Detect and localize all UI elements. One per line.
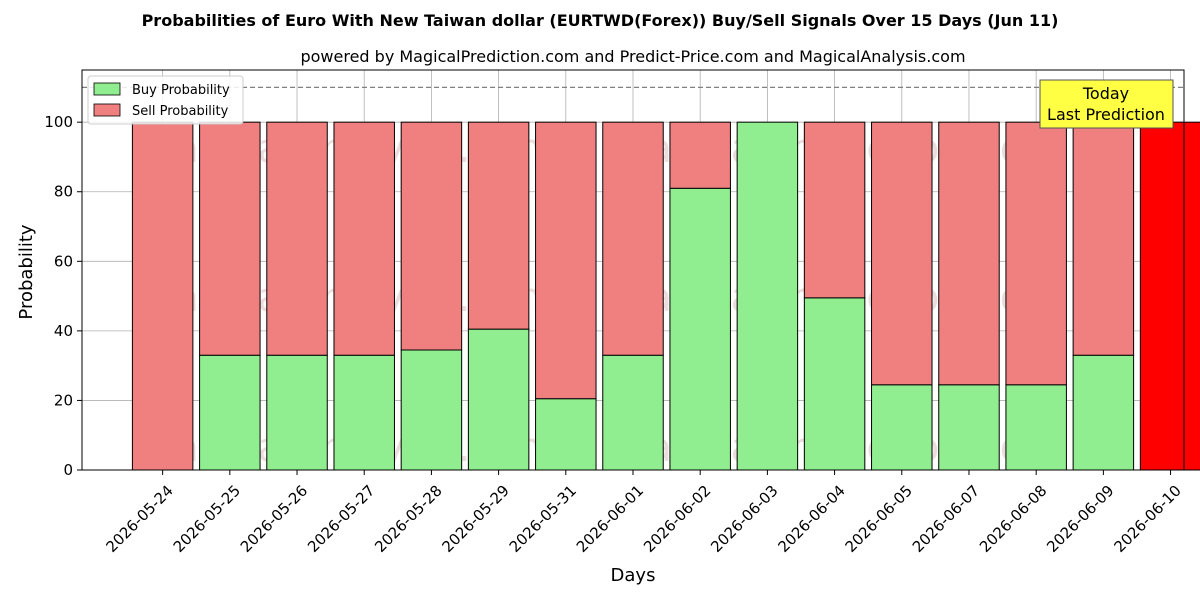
legend: Buy Probability Sell Probability xyxy=(87,75,244,125)
bar-buy xyxy=(1005,384,1067,471)
x-tick-label: 2026-06-09 xyxy=(1043,482,1117,556)
bar-sell xyxy=(467,121,530,330)
legend-box xyxy=(87,75,244,125)
x-tick-label: 2026-06-02 xyxy=(640,482,714,556)
bar-sell-highlight xyxy=(1139,121,1200,471)
y-tick-label: 20 xyxy=(54,391,73,409)
legend-label-buy: Buy Probability xyxy=(132,83,230,98)
x-tick-label: 2026-06-05 xyxy=(842,482,916,556)
bar-buy xyxy=(535,398,597,471)
bar-sell xyxy=(1005,121,1067,386)
y-axis-ticks: 0 20 40 60 80 100 xyxy=(44,113,82,479)
bar-sell xyxy=(131,121,194,471)
x-tick-label: 2026-06-10 xyxy=(1110,482,1184,556)
x-tick-label: 2026-05-27 xyxy=(304,482,378,556)
bar-buy xyxy=(736,121,799,471)
bar-buy xyxy=(1072,354,1135,471)
bar-buy xyxy=(871,384,933,471)
bar-sell xyxy=(938,121,1000,386)
chart-subtitle: powered by MagicalPrediction.com and Pre… xyxy=(300,47,965,66)
legend-swatch-buy xyxy=(93,82,121,96)
bar-sell xyxy=(803,121,866,299)
legend-swatch-sell xyxy=(93,103,121,117)
bar-sell xyxy=(266,121,328,356)
y-tick-label: 0 xyxy=(63,461,73,479)
bar-sell xyxy=(535,121,597,400)
y-tick-label: 40 xyxy=(54,322,73,340)
x-tick-label: 2026-06-01 xyxy=(573,482,647,556)
today-annotation: Today Last Prediction xyxy=(1039,79,1174,129)
x-tick-label: 2026-05-26 xyxy=(237,482,311,556)
bar-sell xyxy=(333,121,395,356)
today-annotation-line1: Today xyxy=(1082,84,1129,103)
x-tick-label: 2026-06-03 xyxy=(707,482,781,556)
x-axis-ticks: 2026-05-242026-05-252026-05-262026-05-27… xyxy=(103,470,1185,556)
x-tick-label: 2026-05-24 xyxy=(103,482,177,556)
bar-buy xyxy=(266,354,328,471)
x-tick-label: 2026-06-08 xyxy=(976,482,1050,556)
today-annotation-box xyxy=(1039,79,1174,129)
bar-buy xyxy=(669,187,731,471)
bar-sell xyxy=(1072,121,1135,356)
bar-buy xyxy=(199,354,261,471)
y-tick-label: 60 xyxy=(54,252,73,270)
bar-sell xyxy=(400,121,463,351)
legend-label-sell: Sell Probability xyxy=(132,104,229,119)
x-axis-label: Days xyxy=(611,565,656,586)
bar-buy xyxy=(467,328,530,471)
today-annotation-line2: Last Prediction xyxy=(1047,105,1165,124)
x-tick-label: 2026-06-04 xyxy=(774,482,848,556)
y-tick-label: 100 xyxy=(44,113,73,131)
bars xyxy=(131,121,1200,471)
x-tick-label: 2026-05-31 xyxy=(506,482,580,556)
x-tick-label: 2026-06-07 xyxy=(909,482,983,556)
bar-buy xyxy=(400,349,463,471)
y-tick-label: 80 xyxy=(54,183,73,201)
x-tick-label: 2026-05-25 xyxy=(170,482,244,556)
bar-sell xyxy=(871,121,933,386)
bar-sell xyxy=(199,121,261,356)
bar-sell xyxy=(602,121,664,356)
bar-buy xyxy=(803,297,866,471)
plot-frame xyxy=(81,69,1185,471)
bar-buy xyxy=(333,354,395,471)
y-axis-label: Probability xyxy=(16,224,37,319)
x-tick-label: 2026-05-28 xyxy=(371,482,445,556)
x-tick-label: 2026-05-29 xyxy=(438,482,512,556)
bar-buy xyxy=(938,384,1000,471)
bar-buy xyxy=(602,354,664,471)
bar-sell xyxy=(669,121,731,189)
chart-title: Probabilities of Euro With New Taiwan do… xyxy=(142,11,1059,30)
